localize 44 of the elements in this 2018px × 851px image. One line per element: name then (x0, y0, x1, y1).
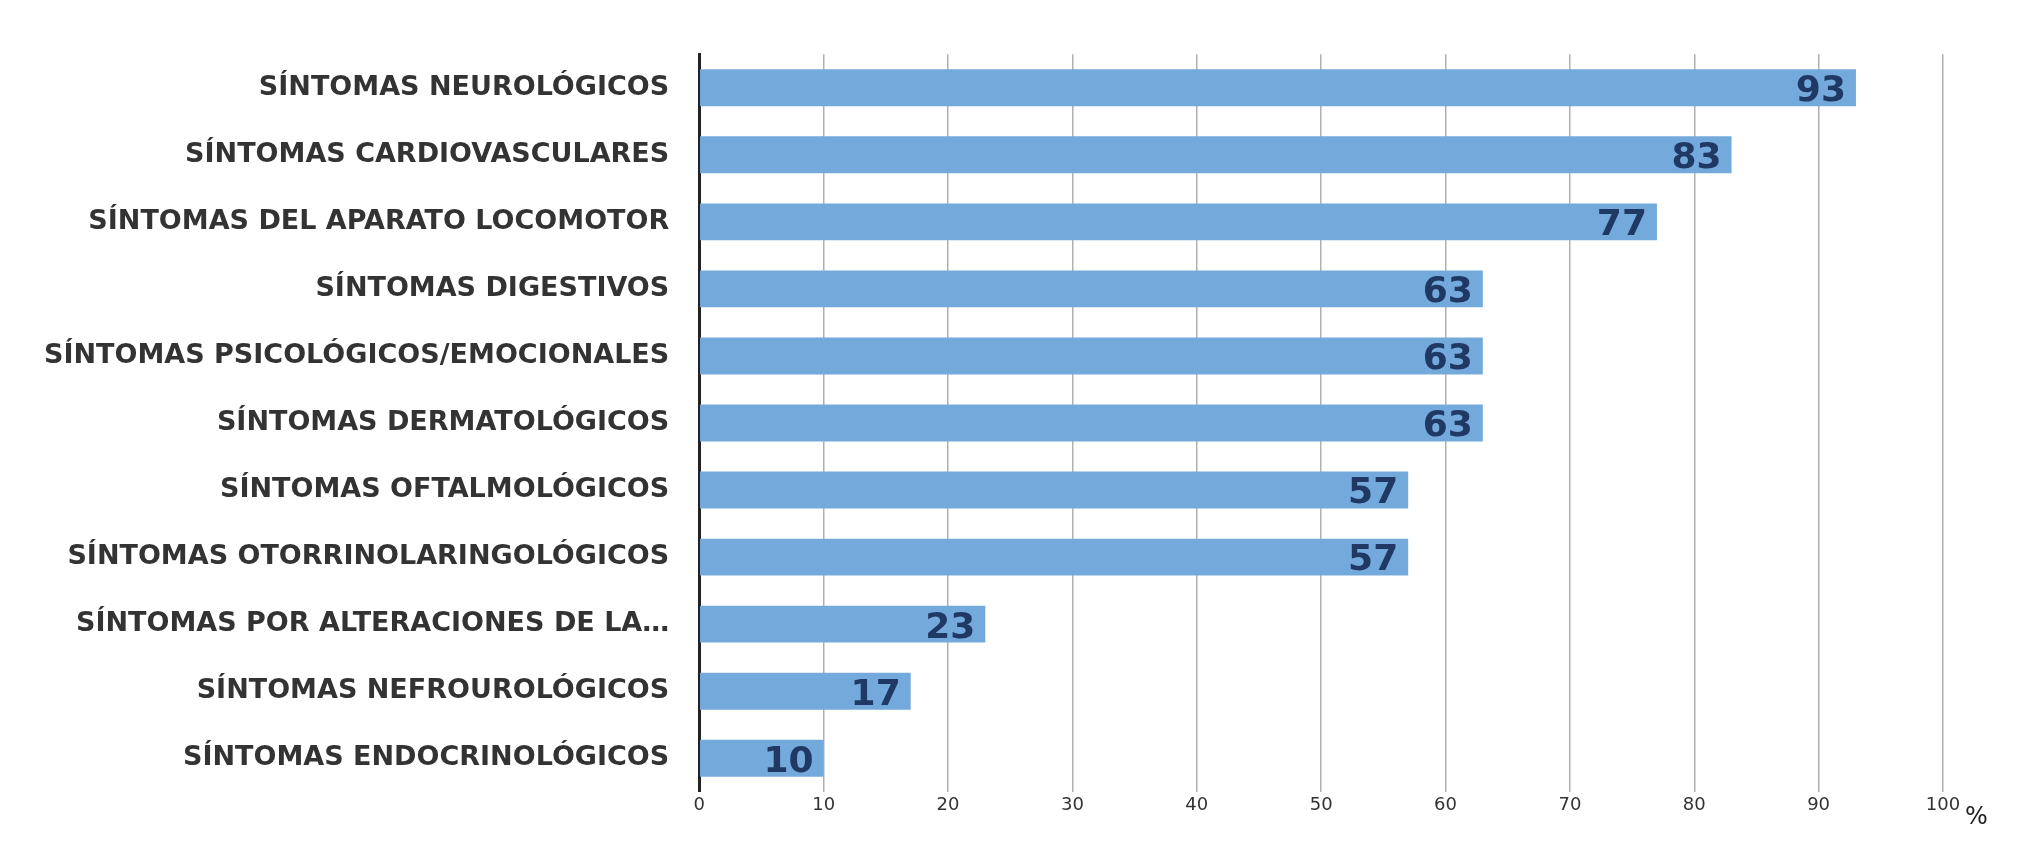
data-label: 63 (1422, 336, 1473, 378)
bar (700, 69, 1856, 107)
x-tick-label: 30 (1060, 793, 1084, 815)
x-tick-label: 10 (812, 793, 836, 815)
bar (700, 471, 1409, 509)
data-label: 63 (1422, 269, 1473, 311)
data-label: 83 (1671, 135, 1722, 177)
y-tick-label: SÍNTOMAS NEFROUROLÓGICOS (196, 673, 670, 705)
x-tick-label: 50 (1309, 793, 1333, 815)
data-label: 57 (1348, 537, 1399, 579)
bar (700, 404, 1483, 442)
data-label: 57 (1348, 470, 1399, 512)
x-axis-title: % (1965, 802, 1988, 831)
x-tick-label: 40 (1185, 793, 1209, 815)
bar (700, 203, 1657, 241)
y-tick-label: SÍNTOMAS CARDIOVASCULARES (185, 136, 670, 168)
x-tick-label: 60 (1434, 793, 1457, 815)
bar (700, 337, 1483, 375)
data-label: 10 (763, 738, 814, 780)
y-tick-label: SÍNTOMAS OFTALMOLÓGICOS (219, 472, 670, 504)
bar (700, 538, 1409, 576)
x-tick-label: 100 (1925, 793, 1961, 815)
x-tick-label: 90 (1807, 793, 1831, 815)
x-tick-label: 20 (936, 793, 960, 815)
x-tick-label: 70 (1558, 793, 1582, 815)
bar (700, 136, 1732, 174)
y-tick-label: SÍNTOMAS PSICOLÓGICOS/EMOCIONALES (43, 337, 670, 369)
bar (700, 672, 911, 710)
y-tick-label: SÍNTOMAS NEUROLÓGICOS (258, 69, 670, 101)
data-label: 23 (925, 604, 976, 646)
x-tick-label: 0 (693, 793, 705, 815)
y-tick-label: SÍNTOMAS ENDOCRINOLÓGICOS (182, 740, 670, 772)
data-label: 63 (1422, 403, 1473, 445)
y-tick-label: SÍNTOMAS POR ALTERACIONES DE LA… (76, 606, 670, 638)
y-tick-label: SÍNTOMAS OTORRINOLARINGOLÓGICOS (67, 539, 670, 571)
y-tick-label: SÍNTOMAS DERMATOLÓGICOS (216, 405, 670, 437)
x-tick-label: 80 (1682, 793, 1706, 815)
y-tick-label: SÍNTOMAS DIGESTIVOS (315, 270, 670, 302)
data-label: 17 (850, 671, 901, 713)
bar (700, 605, 986, 643)
y-tick-label: SÍNTOMAS DEL APARATO LOCOMOTOR (88, 203, 670, 235)
data-label: 77 (1596, 202, 1647, 244)
data-label: 93 (1795, 68, 1846, 110)
bar (700, 270, 1483, 308)
